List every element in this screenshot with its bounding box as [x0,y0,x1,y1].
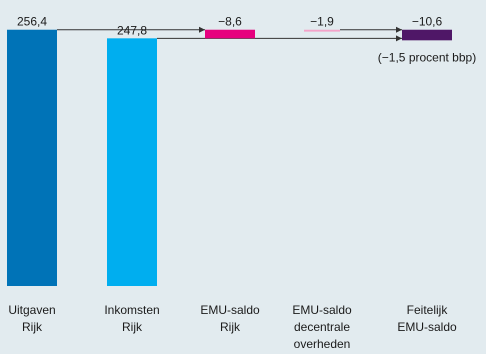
category-label-4-line-3: overheden [294,337,351,351]
category-label-2-line-2: Rijk [122,320,143,334]
category-label-4-line-1: EMU-saldo [292,303,352,317]
bar-1 [7,29,57,286]
bar-4 [304,29,340,32]
category-label-2-line-1: Inkomsten [104,303,159,317]
connector-1-arrowhead [199,26,205,33]
category-label-3-line-1: EMU-saldo [200,303,260,317]
category-label-5-line-1: Feitelijk [407,303,449,317]
connector-2-arrowhead [396,35,402,42]
category-label-1-line-1: Uitgaven [8,303,55,317]
bar-2 [107,38,157,286]
value-label-5: −10,6 [412,15,443,29]
bar-3 [205,29,255,39]
annotation-bbp: (−1,5 procent bbp) [378,50,476,64]
category-label-3-line-2: Rijk [220,320,241,334]
value-label-1: 256,4 [17,15,47,29]
category-label-1-line-2: Rijk [22,320,43,334]
value-label-2: 247,8 [117,23,147,37]
category-label-5-line-2: EMU-saldo [397,320,457,334]
connector-3-arrowhead [396,26,402,33]
value-label-3: −8,6 [218,15,242,29]
category-label-4-line-2: decentrale [294,320,350,334]
bar-5 [402,29,452,41]
value-label-4: −1,9 [310,15,334,29]
